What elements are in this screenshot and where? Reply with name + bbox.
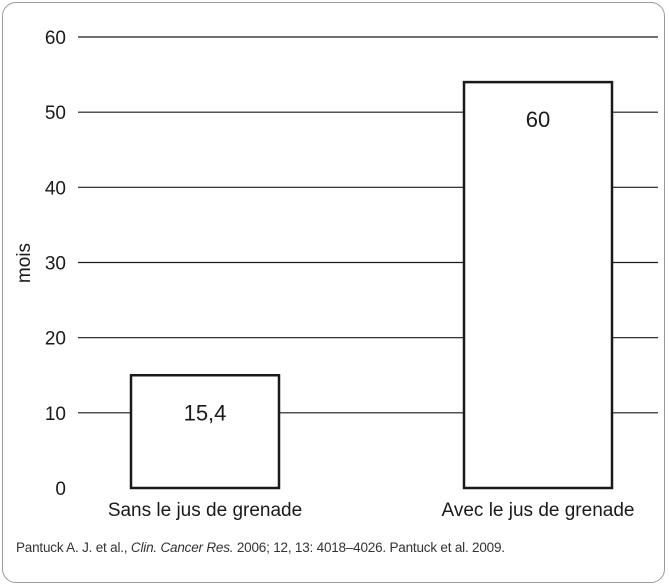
- category-label: Avec le jus de grenade: [442, 500, 635, 521]
- bar-chart: 0 10 20 30 40 50 60 15,4 60 Sans le jus de gren…: [14, 28, 658, 521]
- y-tick-label: 60: [45, 28, 66, 49]
- y-tick-label: 10: [45, 404, 66, 425]
- y-tick-label: 0: [55, 479, 66, 500]
- category-labels: Sans le jus de grenade Avec le jus de gre…: [108, 500, 635, 521]
- source-prefix: Pantuck A. J. et al.,: [16, 540, 131, 555]
- y-tick-labels: 0 10 20 30 40 50 60: [45, 28, 66, 500]
- y-tick-label: 50: [45, 103, 66, 124]
- source-citation: Pantuck A. J. et al., Clin. Cancer Res. …: [16, 540, 656, 555]
- source-journal: Clin. Cancer Res.: [130, 540, 234, 555]
- y-tick-label: 30: [45, 254, 66, 275]
- y-tick-label: 20: [45, 329, 66, 350]
- data-label: 60: [526, 107, 550, 132]
- data-labels: 15,4 60: [184, 107, 551, 425]
- bar: [462, 80, 614, 490]
- bar: [129, 374, 281, 490]
- y-axis-label: mois: [14, 243, 35, 283]
- y-tick-label: 40: [45, 178, 66, 199]
- category-label: Sans le jus de grenade: [108, 500, 302, 521]
- data-label: 15,4: [184, 400, 227, 425]
- bars: [129, 80, 614, 490]
- source-suffix: 2006; 12, 13: 4018–4026. Pantuck et al. …: [233, 540, 505, 555]
